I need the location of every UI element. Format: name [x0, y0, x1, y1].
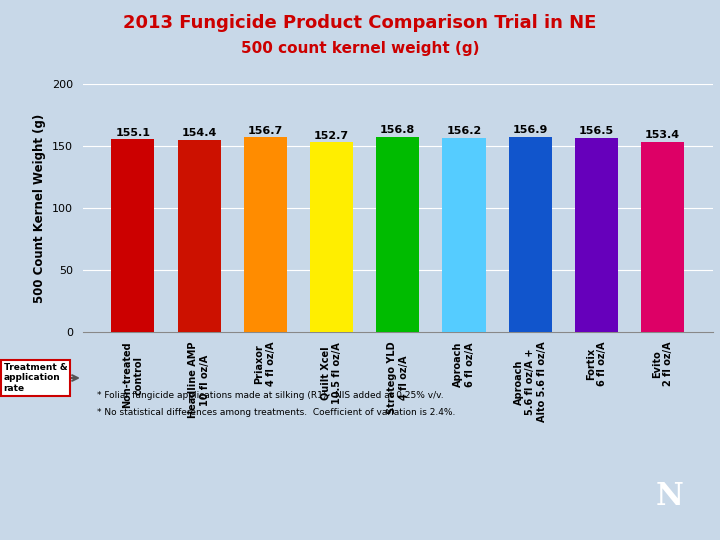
- Bar: [112, 139, 155, 332]
- Text: Treatment &
application
rate: Treatment & application rate: [4, 363, 67, 393]
- Text: 156.8: 156.8: [380, 125, 415, 136]
- Bar: [310, 143, 353, 332]
- Bar: [377, 137, 419, 332]
- Text: 2013 Fungicide Product Comparison Trial in NE: 2013 Fungicide Product Comparison Trial …: [123, 14, 597, 31]
- Bar: [443, 138, 485, 332]
- Text: 152.7: 152.7: [314, 131, 349, 140]
- Bar: [641, 141, 684, 332]
- Bar: [244, 138, 287, 332]
- Text: 153.4: 153.4: [645, 130, 680, 140]
- Text: * No statistical differences among treatments.  Coefficient of variation is 2.4%: * No statistical differences among treat…: [97, 408, 456, 417]
- Bar: [575, 138, 618, 332]
- Text: 155.1: 155.1: [115, 127, 150, 138]
- Text: 500 count kernel weight (g): 500 count kernel weight (g): [240, 40, 480, 56]
- Y-axis label: 500 Count Kernel Weight (g): 500 Count Kernel Weight (g): [33, 113, 46, 302]
- Bar: [509, 137, 552, 332]
- Text: 156.2: 156.2: [446, 126, 482, 136]
- Bar: [178, 140, 221, 332]
- Text: 156.5: 156.5: [579, 126, 614, 136]
- Text: N: N: [656, 481, 683, 512]
- Text: 156.7: 156.7: [248, 126, 283, 136]
- Text: * Foliar fungicide applications made at silking (R1).  NIS added at 0.25% v/v.: * Foliar fungicide applications made at …: [97, 392, 444, 401]
- Text: 156.9: 156.9: [513, 125, 548, 136]
- Text: 154.4: 154.4: [181, 129, 217, 138]
